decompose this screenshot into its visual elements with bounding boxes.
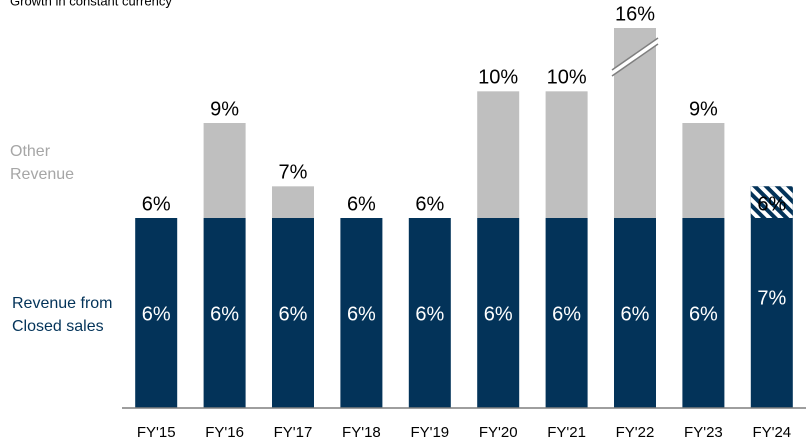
- total-label: 7%: [279, 162, 308, 184]
- bar-segment: [614, 218, 656, 408]
- total-label: 10%: [547, 67, 587, 89]
- bar-segment: [614, 28, 656, 218]
- total-label: 6%: [757, 193, 786, 215]
- bar-value-label: 6%: [142, 303, 171, 325]
- bar-segment: [272, 218, 314, 408]
- axis-break: [612, 38, 658, 76]
- x-tick-label: FY'16: [205, 424, 244, 441]
- bar-value-label: 6%: [279, 303, 308, 325]
- axis-break-line: [611, 37, 659, 71]
- bar-segment: [545, 91, 588, 218]
- chart-subtitle: Growth in constant currency: [10, 0, 172, 8]
- x-tick-label: FY'23: [684, 424, 723, 441]
- bar-segment: [340, 218, 383, 408]
- bar-segment-hatched: [750, 186, 793, 218]
- bar-value-label: 6%: [415, 303, 444, 325]
- total-label: 6%: [415, 193, 444, 215]
- total-label: 10%: [478, 67, 518, 89]
- total-label: 6%: [142, 193, 171, 215]
- bar-value-label: 6%: [621, 303, 650, 325]
- legend-closed: Revenue from Closed sales: [12, 295, 113, 335]
- bar-value-label: 7%: [757, 287, 786, 309]
- total-label: 16%: [615, 3, 655, 25]
- bar-segment: [682, 218, 725, 408]
- x-tick-label: FY'21: [547, 424, 586, 441]
- bar-segment: [408, 218, 451, 408]
- bar-segment: [750, 186, 793, 408]
- x-tick-label: FY'24: [752, 424, 791, 441]
- bar-segment: [477, 91, 520, 218]
- x-tick-label: FY'19: [410, 424, 449, 441]
- bar-value-label: 6%: [484, 303, 513, 325]
- plot-area: [135, 28, 793, 408]
- bar-segment: [545, 218, 588, 408]
- total-label: 9%: [210, 98, 239, 120]
- bar-value-label: 6%: [210, 303, 239, 325]
- bar-segment: [135, 218, 178, 408]
- bar-segment: [682, 123, 725, 218]
- legend-other: Other Revenue: [10, 143, 75, 183]
- bar-value-label: 6%: [347, 303, 376, 325]
- bar-value-label: 6%: [689, 303, 718, 325]
- x-tick-label: FY'20: [479, 424, 518, 441]
- total-label: 6%: [347, 193, 376, 215]
- x-tick-label: FY'18: [342, 424, 381, 441]
- bar-value-label: 6%: [552, 303, 581, 325]
- x-tick-label: FY'17: [274, 424, 313, 441]
- x-tick-label: FY'22: [616, 424, 655, 441]
- bar-segment: [203, 123, 246, 218]
- axis-break-line: [611, 43, 659, 77]
- total-label: 9%: [689, 98, 718, 120]
- x-tick-label: FY'15: [137, 424, 176, 441]
- bar-segment: [203, 218, 246, 408]
- bar-segment: [272, 186, 314, 218]
- bar-segment: [477, 218, 520, 408]
